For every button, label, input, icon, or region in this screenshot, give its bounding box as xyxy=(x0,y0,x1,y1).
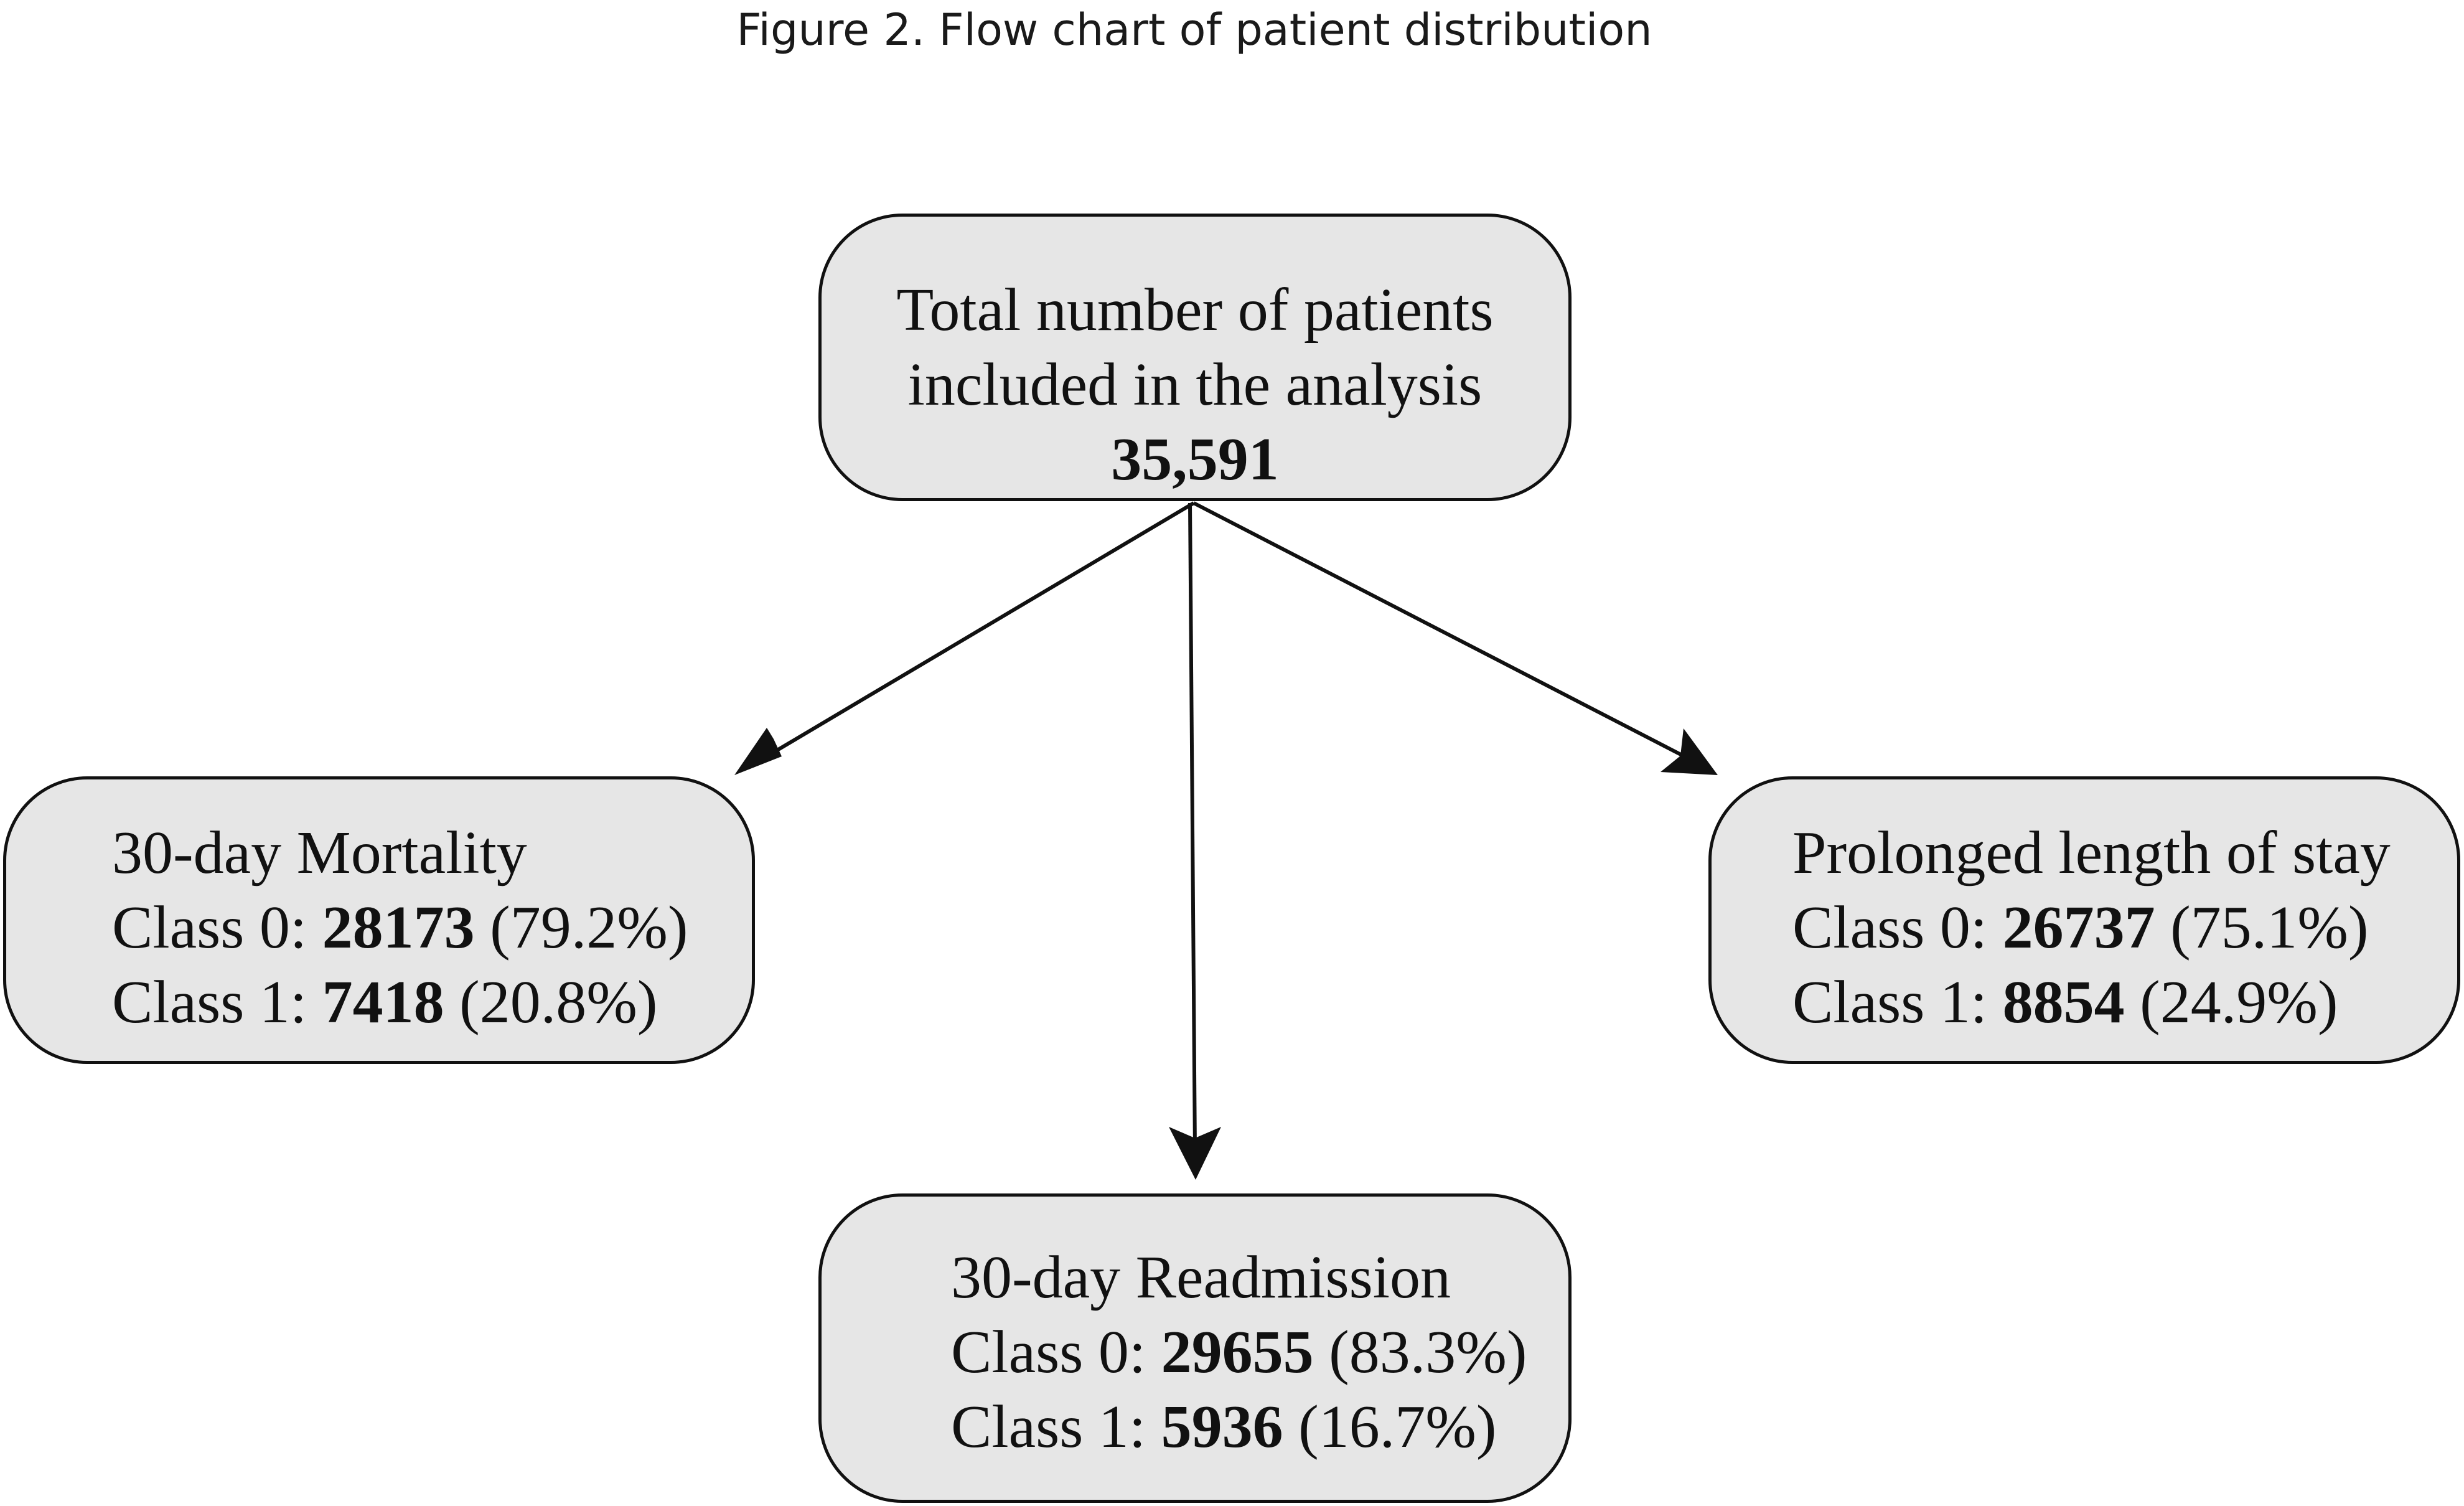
node-30-day-mortality: 30-day Mortality Class 0: 28173 (79.2%) … xyxy=(3,776,755,1064)
los-class0-label: Class 0: xyxy=(1792,894,2003,961)
mortality-class1-pct: (20.8%) xyxy=(444,969,658,1036)
los-class1-pct: (24.9%) xyxy=(2124,969,2338,1036)
total-line-2: included in the analysis xyxy=(907,351,1483,418)
readmission-class1-label: Class 1: xyxy=(951,1393,1161,1461)
readmission-class1-count: 5936 xyxy=(1161,1393,1283,1461)
mortality-class0-label: Class 0: xyxy=(112,894,322,961)
readmission-class1-row: Class 1: 5936 (16.7%) xyxy=(951,1390,1568,1464)
los-class0-row: Class 0: 26737 (75.1%) xyxy=(1792,890,2457,965)
readmission-class0-row: Class 0: 29655 (83.3%) xyxy=(951,1315,1568,1390)
node-30-day-readmission: 30-day Readmission Class 0: 29655 (83.3%… xyxy=(818,1193,1572,1503)
node-total-patients: Total number of patients included in the… xyxy=(818,214,1572,501)
mortality-class0-count: 28173 xyxy=(322,894,475,961)
mortality-class1-row: Class 1: 7418 (20.8%) xyxy=(112,965,752,1040)
arrow-to-readmission xyxy=(1169,502,1221,1180)
total-line-1: Total number of patients xyxy=(896,276,1494,344)
mortality-class1-count: 7418 xyxy=(322,969,444,1036)
node-prolonged-length-of-stay: Prolonged length of stay Class 0: 26737 … xyxy=(1708,776,2460,1064)
mortality-class0-row: Class 0: 28173 (79.2%) xyxy=(112,890,752,965)
total-count: 35,591 xyxy=(1111,426,1279,493)
figure-title: Figure 2. Flow chart of patient distribu… xyxy=(736,4,1652,55)
los-heading: Prolonged length of stay xyxy=(1792,819,2391,887)
readmission-class1-pct: (16.7%) xyxy=(1283,1393,1497,1461)
readmission-class0-count: 29655 xyxy=(1161,1319,1314,1386)
readmission-heading: 30-day Readmission xyxy=(951,1244,1451,1311)
readmission-class0-pct: (83.3%) xyxy=(1313,1319,1527,1386)
mortality-heading: 30-day Mortality xyxy=(112,819,527,887)
los-class0-pct: (75.1%) xyxy=(2155,894,2369,961)
los-class0-count: 26737 xyxy=(2002,894,2155,961)
mortality-class0-pct: (79.2%) xyxy=(474,894,688,961)
los-class1-count: 8854 xyxy=(2002,969,2125,1036)
arrow-to-los xyxy=(1192,501,1718,775)
total-count-line: 35,591 xyxy=(822,422,1568,497)
readmission-class0-label: Class 0: xyxy=(951,1319,1161,1386)
los-class1-row: Class 1: 8854 (24.9%) xyxy=(1792,965,2457,1040)
mortality-class1-label: Class 1: xyxy=(112,969,322,1036)
los-class1-label: Class 1: xyxy=(1792,969,2003,1036)
arrow-to-mortality xyxy=(734,501,1195,775)
